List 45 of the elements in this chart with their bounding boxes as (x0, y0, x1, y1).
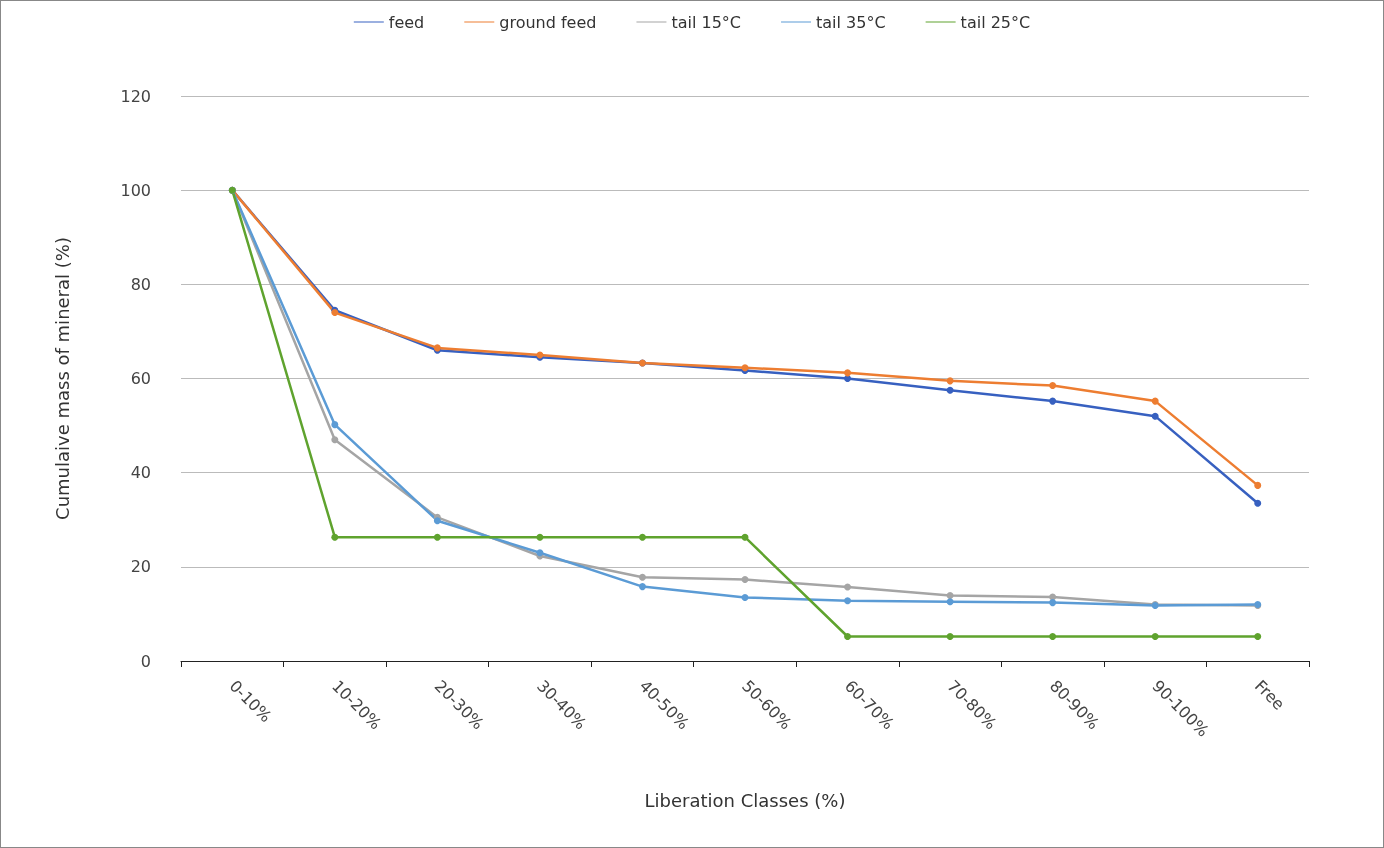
point (536, 533, 544, 541)
y-tick-label: 40 (130, 463, 151, 483)
point (1049, 599, 1057, 607)
point (433, 517, 441, 525)
point (638, 573, 646, 581)
y-tick-label: 80 (130, 274, 151, 294)
point (1254, 499, 1262, 507)
point (741, 593, 749, 601)
point (1049, 382, 1057, 390)
point (844, 597, 852, 605)
x-axis-title: Liberation Classes (%) (644, 789, 846, 811)
point (946, 633, 954, 641)
legend-label: feed (388, 12, 425, 32)
point (1151, 633, 1159, 641)
point (844, 583, 852, 591)
y-tick-label: 20 (130, 557, 151, 577)
point (331, 421, 339, 429)
legend-label: tail 15°C (671, 12, 742, 32)
y-axis-title: Cumulaive mass of mineral (%) (51, 237, 73, 520)
point (1049, 633, 1057, 641)
point (844, 633, 852, 641)
point (433, 533, 441, 541)
point (946, 377, 954, 385)
point (1049, 397, 1057, 405)
point (638, 533, 646, 541)
point (741, 576, 749, 584)
y-tick-label: 120 (120, 86, 151, 106)
legend-label: tail 25°C (960, 12, 1031, 32)
y-tick-label: 0 (140, 651, 151, 671)
point (1151, 412, 1159, 420)
point (1049, 593, 1057, 601)
y-tick-label: 60 (130, 369, 151, 388)
point (1254, 481, 1262, 489)
point (1151, 397, 1159, 405)
point (844, 369, 852, 377)
point (331, 436, 339, 444)
legend-label: ground feed (499, 12, 597, 32)
point (638, 583, 646, 591)
point (946, 592, 954, 600)
y-tick-label: 100 (120, 180, 151, 200)
point (946, 598, 954, 606)
legend-label: tail 35°C (816, 12, 886, 32)
point (331, 533, 339, 541)
point (946, 386, 954, 394)
point (1254, 633, 1262, 641)
